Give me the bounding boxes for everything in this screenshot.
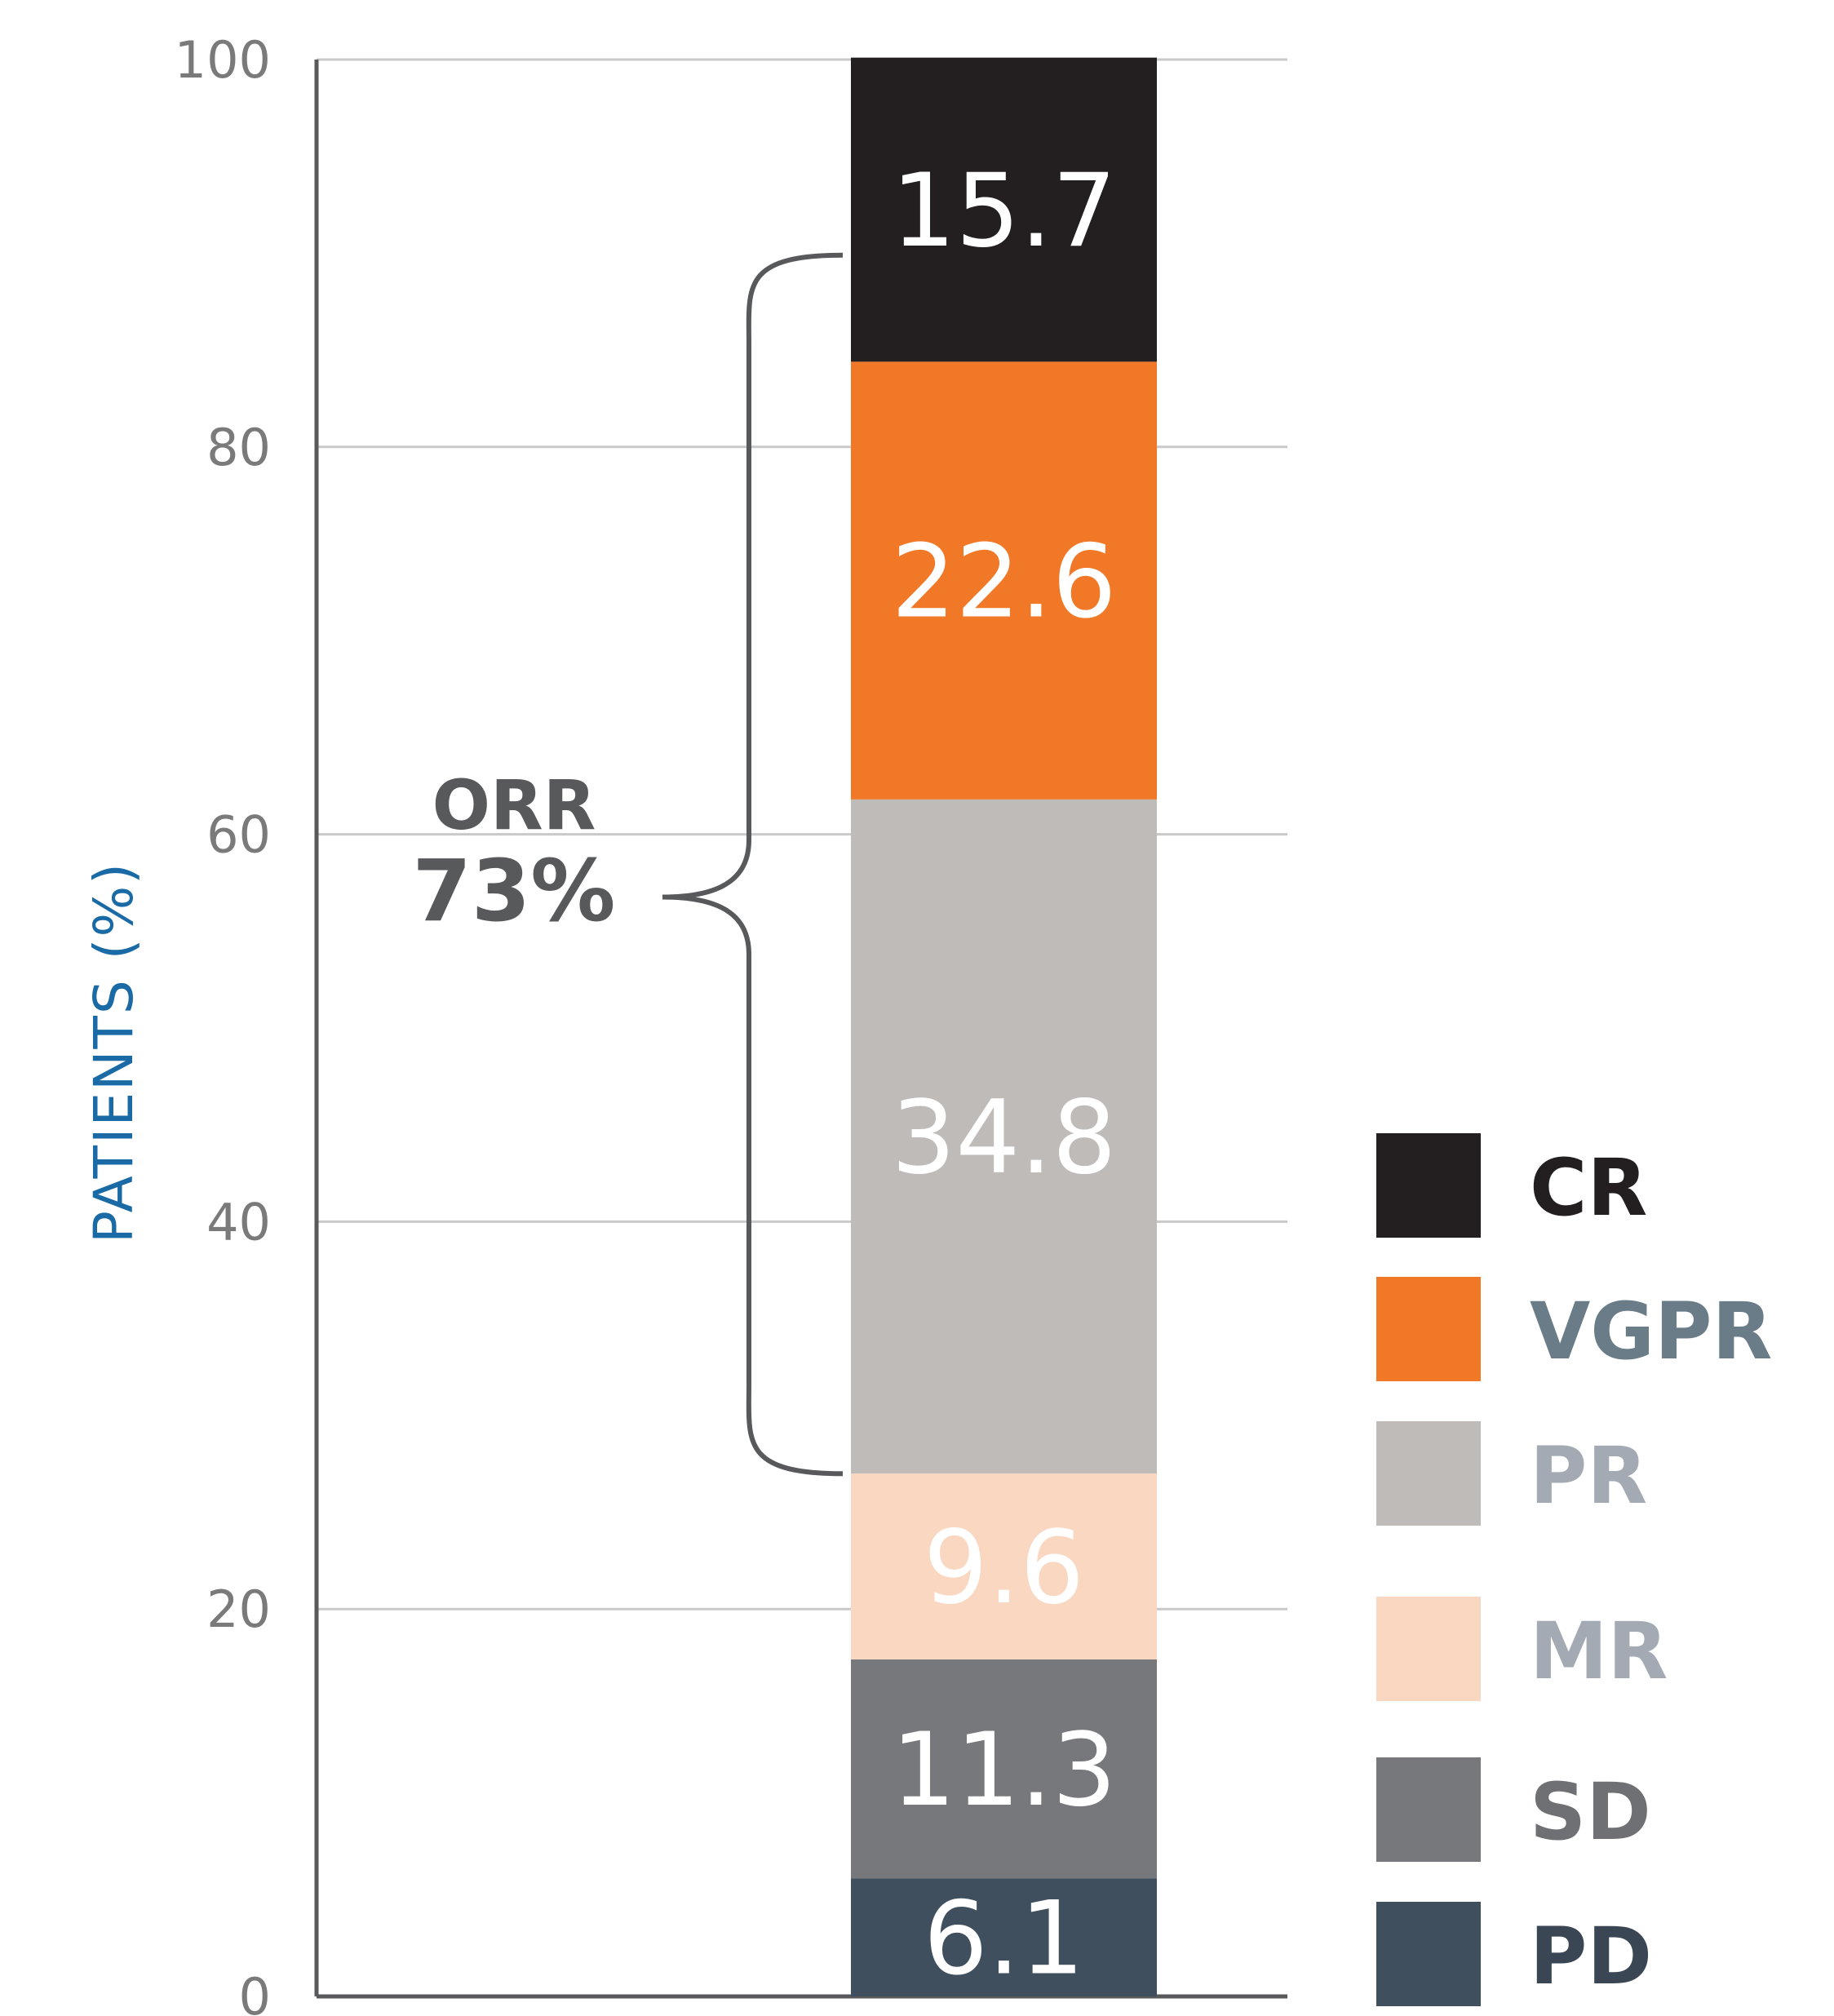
orr-label: ORR [432,765,596,845]
data-label-mr: 9.6 [924,1509,1084,1627]
y-tick-labels: 0 20 40 60 80 100 [175,30,271,2016]
data-label-pd: 6.1 [924,1881,1084,1998]
legend-swatch-sd [1376,1757,1481,1862]
y-tick-80: 80 [206,418,271,477]
y-tick-0: 0 [239,1967,271,2016]
y-tick-20: 20 [206,1580,271,1639]
data-label-sd: 11.3 [891,1712,1116,1829]
y-tick-40: 40 [206,1192,271,1252]
orr-value: 73% [413,841,616,941]
legend-label-vgpr: VGPR [1530,1286,1772,1377]
bar-segment-mr [851,1473,1157,1659]
legend-label-mr: MR [1530,1606,1668,1697]
orr-brace [662,252,844,1477]
legend-swatch-cr [1376,1133,1481,1238]
legend-label-pd: PD [1530,1911,1652,2002]
legend-swatch-pr [1376,1421,1481,1526]
legend-label-pr: PR [1530,1430,1647,1522]
legend-swatch-pd [1376,1902,1481,2006]
bar-segments: 6.1 11.3 9.6 34.8 22.6 15.7 [851,57,1157,1998]
legend-label-sd: SD [1530,1766,1651,1858]
legend-swatch-vgpr [1376,1277,1481,1381]
legend-swatch-mr [1376,1597,1481,1701]
y-axis-label: PATIENTS (%) [82,862,145,1243]
bar-segment-pd [851,1878,1157,1996]
legend-label-cr: CR [1530,1142,1647,1234]
data-label-cr: 15.7 [891,153,1116,270]
data-label-pr: 34.8 [891,1079,1116,1197]
data-label-vgpr: 22.6 [891,524,1116,641]
bar-segment-pr [851,799,1157,1474]
bar-segment-vgpr [851,361,1157,800]
bar-segment-cr [851,57,1157,362]
bar-segment-sd [851,1659,1157,1879]
y-tick-60: 60 [206,805,271,865]
y-tick-100: 100 [175,30,271,90]
legend: CR VGPR PR MR SD PD [1376,1133,1772,2006]
